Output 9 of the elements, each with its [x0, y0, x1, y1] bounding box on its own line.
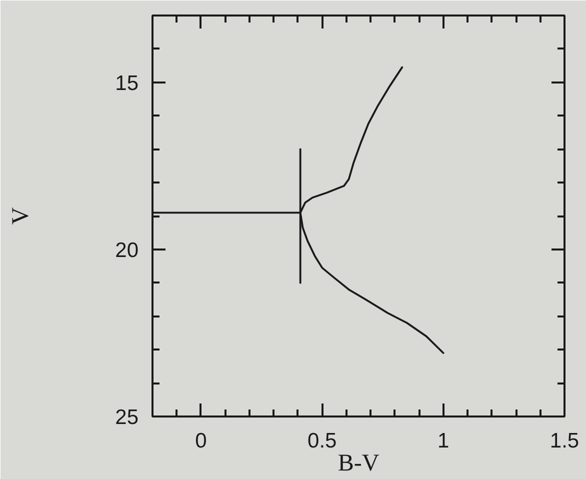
x-tick-label: 1	[437, 430, 450, 452]
x-tick-label: 0.5	[308, 430, 337, 452]
x-tick-label: 0	[195, 430, 207, 452]
y-tick-label: 25	[115, 406, 138, 429]
x-axis-title: B-V	[338, 450, 380, 476]
y-tick-label: 15	[115, 72, 138, 95]
x-tick-label: 1.5	[550, 430, 580, 452]
y-tick-label: 20	[115, 238, 138, 262]
y-axis-title: V	[8, 206, 34, 225]
